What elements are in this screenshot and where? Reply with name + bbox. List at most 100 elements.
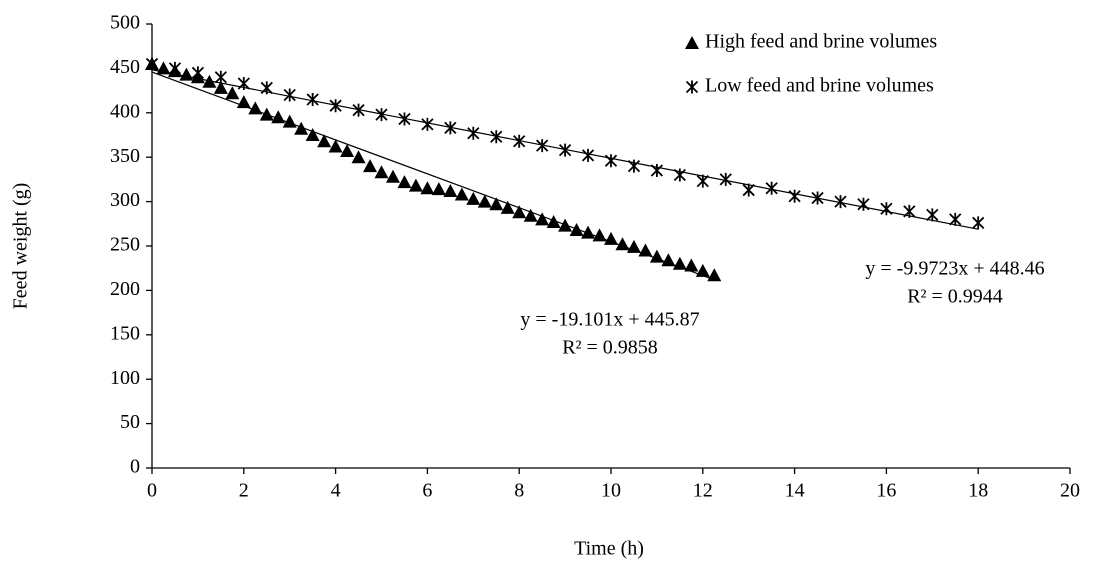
point	[225, 86, 240, 100]
point	[340, 143, 355, 157]
x-tick-label: 6	[422, 480, 432, 502]
point	[363, 159, 378, 173]
point	[880, 202, 893, 216]
point	[306, 92, 319, 106]
point	[788, 189, 801, 203]
point	[444, 121, 457, 135]
x-tick-label: 18	[968, 480, 988, 502]
y-tick-label: 350	[110, 145, 140, 167]
point	[626, 239, 641, 253]
point	[512, 205, 527, 219]
point	[523, 208, 538, 222]
point	[443, 183, 458, 197]
y-axis-label: Feed weight (g)	[10, 183, 32, 310]
point	[695, 263, 710, 277]
point	[558, 143, 572, 157]
point	[248, 101, 263, 115]
y-tick-label: 400	[110, 100, 140, 122]
point	[467, 126, 480, 140]
point	[649, 249, 664, 263]
point	[420, 181, 435, 195]
y-tick-label: 150	[110, 322, 140, 344]
legend-marker	[685, 36, 699, 49]
point	[259, 107, 274, 121]
point	[454, 187, 469, 201]
x-tick-label: 12	[693, 480, 713, 502]
point	[926, 208, 939, 222]
trendline-equation: y = -19.101x + 445.87	[520, 309, 699, 331]
point	[305, 128, 320, 141]
y-tick-label: 250	[110, 234, 140, 256]
legend-label: High feed and brine volumes	[705, 31, 937, 53]
point	[477, 194, 492, 208]
x-tick-label: 20	[1060, 480, 1080, 502]
point	[317, 134, 332, 148]
point	[592, 228, 607, 242]
point	[145, 57, 159, 71]
point	[513, 134, 526, 148]
point	[546, 215, 561, 229]
x-tick-label: 16	[876, 480, 896, 502]
legend-label: Low feed and brine volumes	[705, 75, 934, 97]
point	[627, 159, 641, 173]
point	[673, 168, 686, 182]
point	[604, 231, 618, 245]
point	[972, 216, 985, 230]
point	[351, 150, 366, 164]
point	[949, 212, 962, 226]
y-tick-label: 50	[120, 411, 140, 433]
point	[374, 165, 389, 179]
point	[397, 175, 412, 189]
point	[466, 191, 481, 205]
point	[236, 95, 251, 109]
point	[179, 67, 194, 81]
y-tick-label: 0	[130, 456, 140, 478]
point	[581, 225, 596, 239]
point	[329, 99, 342, 113]
point	[352, 103, 365, 117]
x-tick-label: 8	[514, 480, 524, 502]
point	[535, 212, 550, 226]
legend-marker	[685, 80, 699, 94]
y-tick-label: 100	[110, 367, 140, 389]
point	[615, 237, 630, 251]
point	[707, 268, 722, 282]
point	[328, 139, 343, 153]
point	[214, 70, 227, 84]
point	[684, 258, 699, 272]
trendline-r2: R² = 0.9858	[562, 337, 658, 359]
point	[650, 164, 664, 178]
trendline-equation: y = -9.9723x + 448.46	[865, 258, 1044, 280]
point	[672, 256, 687, 270]
point	[558, 218, 573, 232]
point	[385, 169, 400, 183]
point	[696, 174, 709, 188]
x-tick-label: 4	[331, 480, 341, 502]
x-tick-label: 2	[239, 480, 249, 502]
x-tick-label: 10	[601, 480, 621, 502]
point	[283, 88, 296, 102]
point	[191, 66, 205, 80]
point	[811, 191, 824, 205]
y-tick-label: 300	[110, 189, 140, 211]
point	[834, 195, 847, 209]
y-tick-label: 450	[110, 56, 140, 78]
point	[500, 200, 515, 214]
point	[581, 148, 595, 162]
point	[742, 183, 755, 197]
point	[604, 154, 618, 168]
y-tick-label: 200	[110, 278, 140, 300]
point	[237, 76, 250, 90]
x-axis-label: Time (h)	[574, 538, 644, 560]
point	[168, 61, 182, 75]
point	[903, 204, 916, 218]
point	[294, 121, 309, 135]
point	[569, 223, 584, 237]
point	[490, 130, 503, 144]
point	[431, 182, 446, 196]
x-tick-label: 0	[147, 480, 157, 502]
point	[421, 117, 434, 131]
point	[271, 110, 286, 124]
point	[375, 108, 388, 122]
